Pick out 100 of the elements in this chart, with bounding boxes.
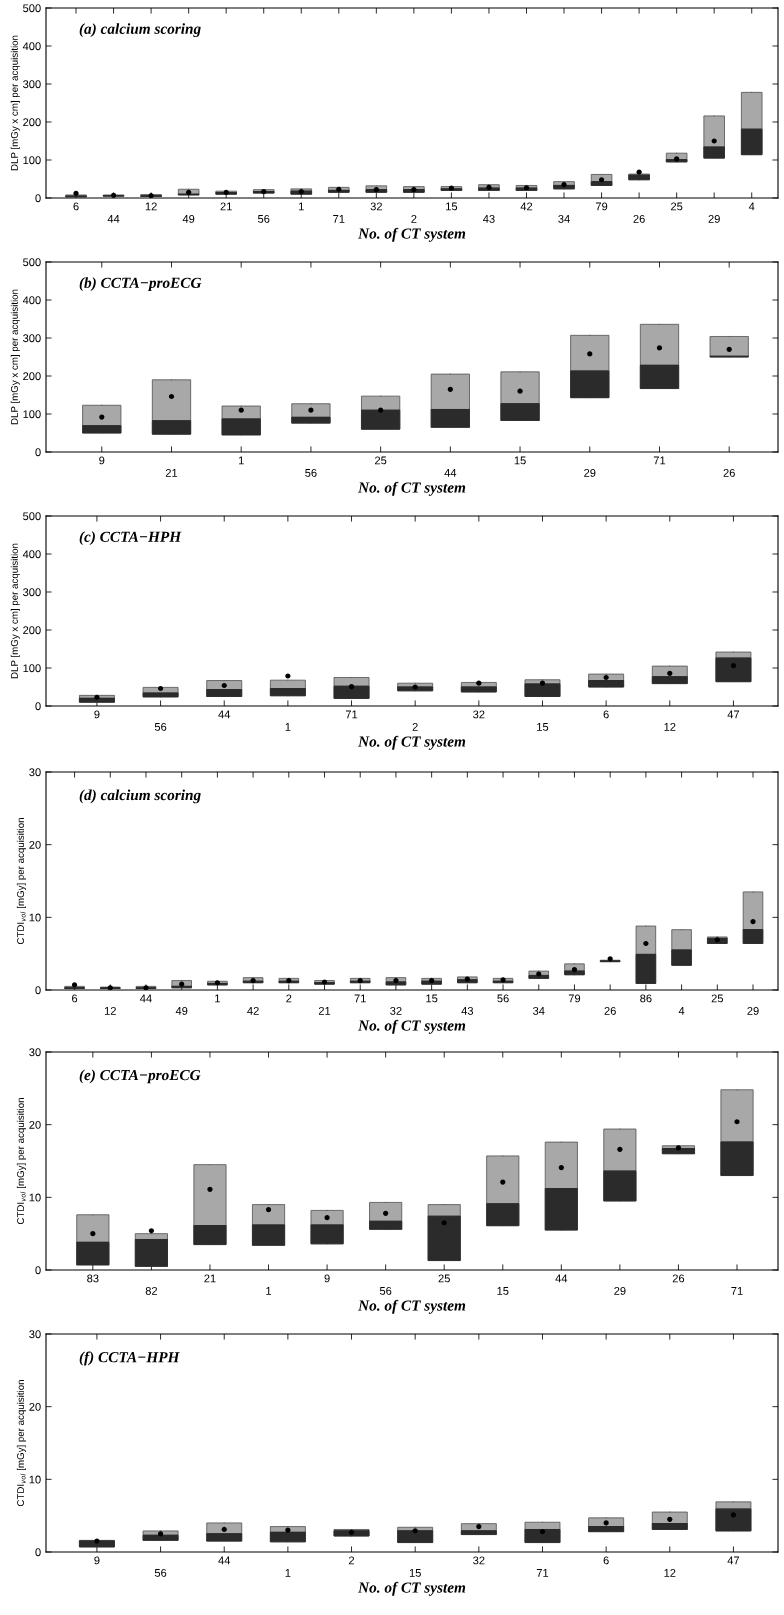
x-tick-label: 25 (711, 994, 724, 1003)
x-tick-label: 21 (204, 1274, 216, 1283)
x-tick-label: 44 (140, 994, 152, 1003)
y-axis-title: CTDI$_{vol}$ [mGy] per acquisition (16, 1380, 26, 1507)
y-tick-label: 200 (23, 372, 41, 381)
x-tick-label: 4 (748, 202, 755, 211)
x-tick-label: 26 (672, 1274, 685, 1283)
y-tick-label: 20 (29, 840, 41, 849)
x-tick-label: 29 (708, 214, 720, 223)
x-tick-label: 15 (514, 456, 526, 465)
x-tick-label: 44 (555, 1274, 568, 1283)
y-tick-label: 20 (29, 1120, 41, 1129)
x-tick-label: 79 (595, 202, 608, 211)
x-tick-label: 12 (104, 1006, 116, 1015)
x-tick-label: 29 (584, 468, 596, 477)
x-tick-label: 9 (94, 1556, 100, 1565)
x-tick-label: 56 (257, 214, 270, 223)
x-tick-label: 15 (497, 1287, 509, 1295)
y-axis-title: CTDI$_{vol}$ [mGy] per acquisition (16, 1098, 26, 1225)
y-axis-title: DLP [mGy x cm] per acquisition (10, 289, 20, 425)
x-tick-label: 56 (154, 722, 167, 731)
x-tick-label: 1 (215, 994, 220, 1003)
y-tick-label: 500 (23, 4, 41, 13)
y-tick-label: 0 (35, 702, 41, 711)
x-tick-label: 71 (653, 456, 666, 465)
x-axis-title: No. of CT system (357, 227, 466, 242)
x-tick-label: 49 (182, 214, 195, 223)
x-tick-label: 82 (145, 1286, 158, 1295)
x-tick-label: 29 (747, 1006, 759, 1015)
text: (e) CCTA−proECG (79, 1069, 201, 1084)
x-tick-label: 49 (175, 1006, 188, 1015)
y-tick-label: 500 (23, 258, 41, 267)
x-axis-title: No. of CT system (357, 481, 466, 496)
y-tick-label: 10 (29, 1475, 41, 1484)
x-tick-label: 44 (107, 215, 120, 223)
x-tick-label: 86 (640, 994, 652, 1003)
x-tick-label: 71 (731, 1287, 743, 1295)
x-tick-label: 9 (324, 1274, 330, 1283)
x-tick-label: 32 (473, 1556, 485, 1565)
y-tick-label: 30 (29, 768, 41, 777)
x-tick-label: 34 (533, 1006, 545, 1015)
x-tick-label: 21 (165, 468, 178, 477)
x-tick-label: 47 (727, 1556, 740, 1565)
x-tick-label: 56 (379, 1286, 392, 1295)
text: (c) CCTA−HPH (79, 531, 182, 546)
x-tick-label: 71 (536, 1569, 549, 1577)
x-tick-label: 26 (723, 468, 735, 477)
x-tick-label: 83 (87, 1274, 99, 1283)
x-tick-label: 42 (520, 202, 533, 211)
x-tick-label: 25 (671, 202, 683, 211)
y-tick-label: 400 (22, 42, 41, 51)
x-tick-label: 42 (247, 1006, 259, 1015)
y-tick-label: 300 (23, 334, 41, 343)
y-tick-label: 300 (23, 588, 41, 597)
x-tick-label: 12 (664, 1568, 676, 1577)
x-tick-label: 15 (537, 723, 549, 731)
y-tick-label: 300 (23, 80, 41, 89)
y-tick-label: 10 (29, 1193, 41, 1202)
x-axis-title: No. of CT system (357, 735, 466, 750)
text: (d) calcium scoring (79, 789, 201, 804)
x-axis-title: No. of CT system (357, 1019, 466, 1034)
x-axis-title: No. of CT system (357, 1299, 466, 1314)
x-tick-label: 1 (285, 723, 291, 731)
y-tick-label: 400 (22, 296, 41, 305)
x-tick-label: 21 (220, 202, 232, 211)
x-tick-label: 26 (633, 214, 645, 223)
y-tick-label: 100 (23, 410, 41, 419)
x-tick-label: 71 (354, 994, 366, 1003)
x-tick-label: 6 (603, 1556, 609, 1565)
x-tick-label: 1 (299, 202, 304, 211)
x-tick-label: 6 (73, 202, 79, 211)
x-tick-label: 56 (497, 994, 509, 1003)
y-tick-label: 0 (35, 448, 41, 457)
x-tick-label: 1 (266, 1287, 272, 1295)
y-axis-title: DLP [mGy x cm] per acquisition (10, 543, 20, 679)
x-axis-title: No. of CT system (357, 1581, 466, 1596)
x-tick-label: 47 (727, 710, 740, 719)
x-tick-label: 2 (412, 722, 418, 731)
x-tick-label: 6 (603, 710, 609, 719)
x-tick-label: 71 (333, 215, 345, 223)
x-tick-label: 44 (444, 469, 457, 477)
x-tick-label: 32 (473, 710, 485, 719)
x-tick-label: 25 (375, 456, 387, 465)
x-tick-label: 25 (438, 1274, 450, 1283)
x-tick-label: 15 (446, 202, 458, 211)
y-tick-label: 30 (29, 1048, 41, 1057)
y-tick-label: 0 (35, 986, 41, 995)
y-axis-title: CTDI$_{vol}$ [mGy] per acquisition (16, 818, 26, 945)
x-tick-label: 43 (461, 1006, 474, 1015)
x-tick-label: 56 (154, 1568, 167, 1577)
text: (b) CCTA−proECG (79, 277, 202, 292)
y-tick-label: 0 (35, 1266, 41, 1275)
y-tick-label: 10 (29, 913, 41, 922)
x-tick-label: 2 (411, 214, 417, 223)
x-tick-label: 32 (390, 1006, 402, 1015)
text: (a) calcium scoring (79, 23, 201, 38)
y-tick-label: 400 (22, 550, 41, 559)
y-tick-label: 200 (23, 626, 41, 635)
x-tick-label: 9 (99, 456, 105, 465)
x-tick-label: 44 (218, 1556, 231, 1565)
